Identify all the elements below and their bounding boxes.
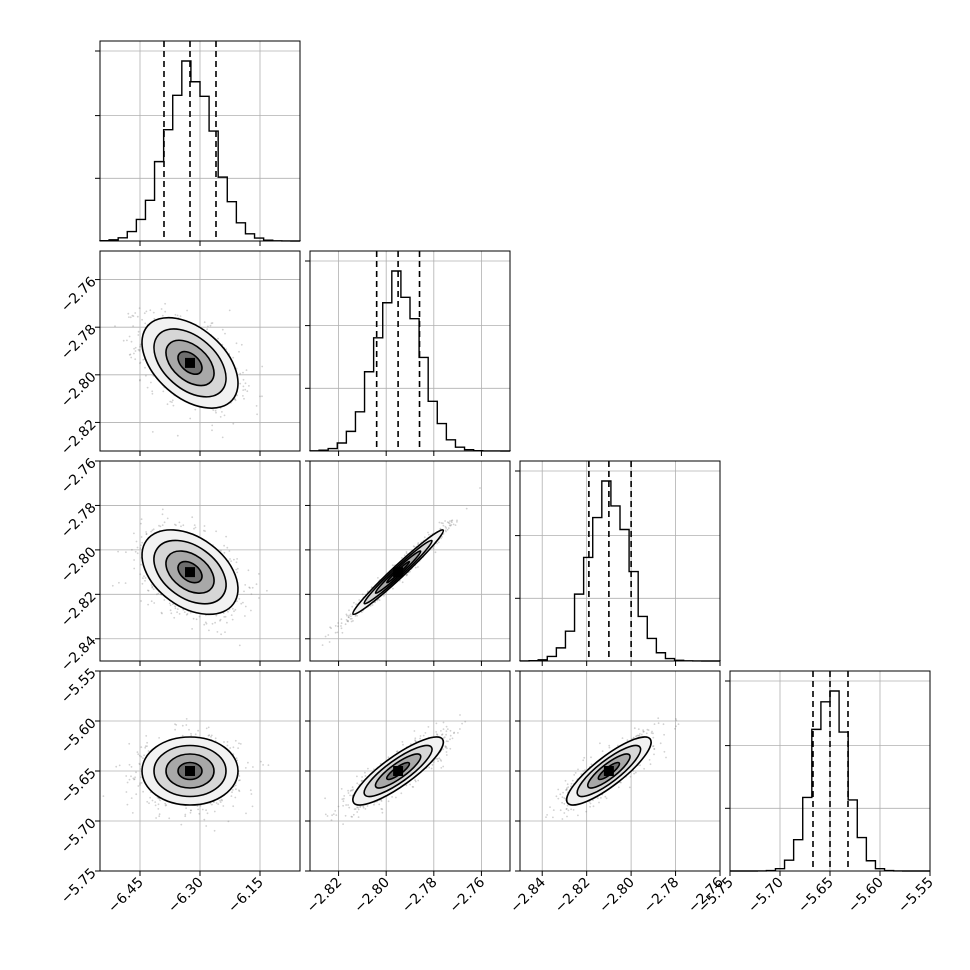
x-tick-label: −6.45 (105, 875, 147, 917)
density-peak (185, 766, 195, 776)
y-tick-label: −2.78 (58, 322, 100, 364)
x-tick-label: −5.55 (895, 875, 937, 917)
panel-2-1 (305, 460, 511, 666)
x-tick-label: −6.15 (225, 875, 267, 917)
panel-1-1 (305, 250, 511, 456)
histogram-1 (309, 270, 511, 452)
contour-1 (576, 744, 642, 798)
y-tick-label: −2.80 (58, 369, 100, 411)
x-tick-label: −2.78 (641, 875, 683, 917)
x-tick-label: −5.60 (845, 875, 887, 917)
y-tick-label: −2.84 (58, 633, 100, 675)
contour-2 (165, 339, 215, 387)
panel-1-0 (95, 250, 301, 456)
y-tick-label: −2.82 (58, 417, 100, 459)
panel-2-0 (95, 460, 301, 666)
y-tick-label: −2.82 (58, 589, 100, 631)
contour-0 (141, 316, 239, 409)
contour-3 (177, 350, 203, 376)
density-peak (603, 766, 614, 776)
y-tick-label: −2.78 (58, 500, 100, 542)
x-tick-label: −2.82 (304, 875, 346, 917)
x-tick-label: −2.80 (351, 875, 393, 917)
contour-3 (177, 761, 203, 781)
panel-3-1 (305, 670, 511, 876)
contour-2 (165, 550, 215, 595)
contour-0 (352, 736, 445, 806)
y-tick-label: −5.75 (58, 865, 100, 907)
contour-2 (374, 753, 422, 789)
x-tick-label: −5.65 (795, 875, 837, 917)
histogram-0 (99, 60, 301, 242)
panel-3-3 (725, 670, 931, 876)
x-tick-label: −2.80 (596, 875, 638, 917)
contour-0 (565, 736, 652, 806)
panel-3-0 (95, 670, 301, 876)
density-peak (393, 766, 404, 776)
y-tick-label: −2.80 (58, 544, 100, 586)
y-tick-label: −2.76 (58, 274, 100, 316)
y-tick-label: −2.76 (58, 455, 100, 497)
contour-1 (153, 539, 227, 605)
panel-2-2 (515, 460, 721, 666)
x-tick-label: −5.70 (745, 875, 787, 917)
x-tick-label: −2.82 (552, 875, 594, 917)
contour-2 (586, 753, 631, 789)
y-tick-label: −5.65 (58, 765, 100, 807)
panel-frame (309, 250, 511, 452)
x-tick-label: −6.30 (165, 875, 207, 917)
panel-frame (309, 460, 511, 662)
density-peak (185, 567, 195, 578)
contour-2 (165, 753, 215, 789)
contour-0 (141, 736, 239, 806)
panel-frame (519, 460, 721, 662)
y-tick-label: −5.55 (58, 665, 100, 707)
density-peak (185, 357, 195, 368)
density-peak (393, 567, 404, 578)
x-tick-label: −2.84 (507, 874, 549, 916)
contour-1 (153, 744, 227, 798)
y-tick-label: −5.60 (58, 715, 100, 757)
histogram-2 (519, 480, 720, 662)
x-tick-label: −2.76 (447, 874, 489, 916)
panel-3-2 (515, 670, 721, 876)
x-tick-label: −2.78 (399, 875, 441, 917)
y-tick-label: −5.70 (58, 815, 100, 857)
contour-1 (153, 328, 227, 398)
panel-0-0 (95, 40, 301, 246)
contour-1 (363, 744, 433, 798)
contour-3 (177, 560, 203, 584)
contour-0 (141, 529, 239, 616)
